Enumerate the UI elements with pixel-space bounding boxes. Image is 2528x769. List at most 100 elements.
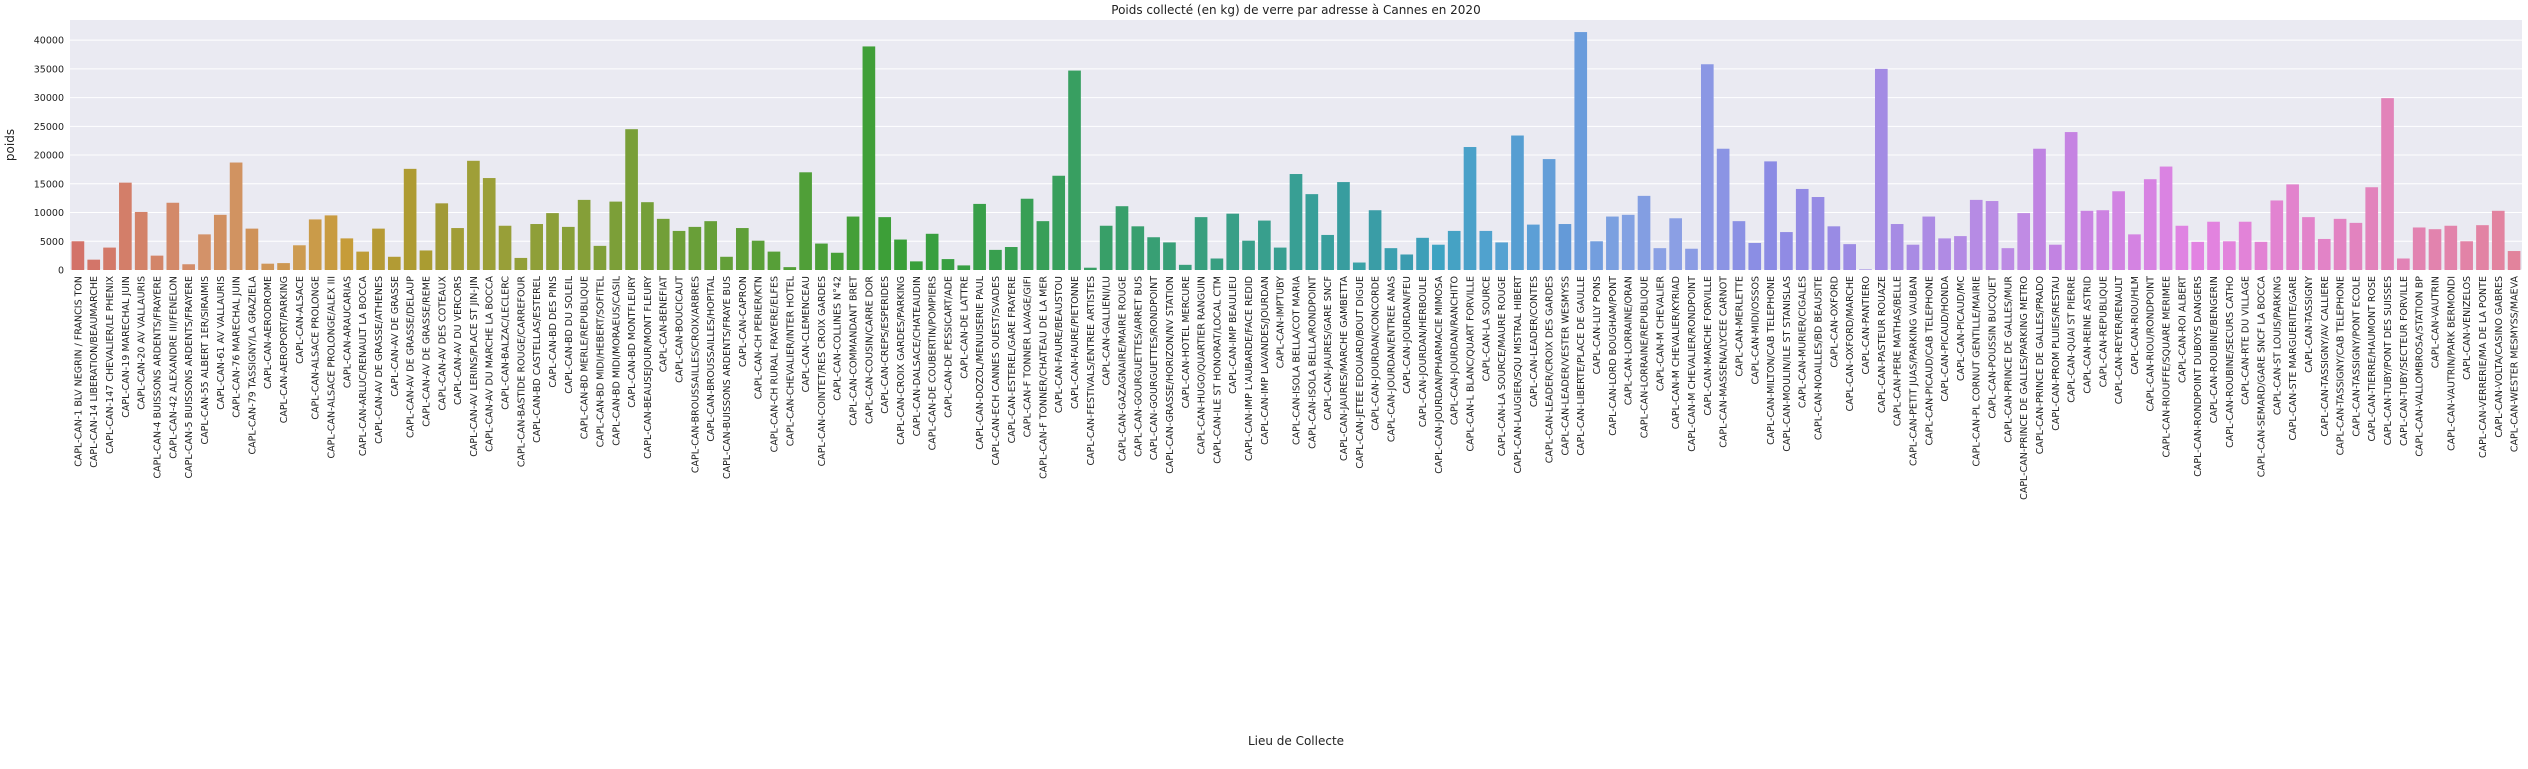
bar [830,252,844,270]
x-tick-label: CAPL-CAN-HOTEL MERCURE [1181,276,1192,408]
x-tick-label: CAPL-CAN-OXFORD [1829,276,1840,368]
bar [308,219,322,270]
x-tick-label: CAPL-CAN-LORD BOUGHAM/PONT [1608,276,1619,436]
bar [2191,241,2205,270]
bar [1606,216,1619,270]
bar [957,265,971,270]
x-tick-label: CAPL-CAN-AV DU MARCHE LA BOCCA [485,276,496,452]
x-tick-label: CAPL-CAN-JOURDAN/RANCHITO [1450,276,1461,425]
bar [593,245,607,270]
bar [609,201,623,270]
bar [641,202,654,270]
bar [2143,179,2157,270]
x-tick-label: CAPL-CAN-76 MARECHAL JUIN [232,276,243,418]
x-tick-label: CAPL-CAN-BD CASTELLAS/ESTEREL [532,275,543,443]
x-tick-label: CAPL-CAN-TASSIGNY [2304,276,2315,373]
bar [1526,224,1540,270]
bar [387,256,401,270]
x-tick-label: CAPL-CAN-TASSIGNY/AV CALLIERE [2320,276,2331,437]
bar [925,233,939,270]
x-tick-label: CAPL-CAN-AEROPORT/PARKING [279,276,290,423]
bar [1859,269,1872,270]
bar [1084,267,1097,270]
x-tick-label: CAPL-CAN-LA SOURCE [1481,276,1492,381]
bar [1590,241,1603,270]
bar [2460,241,2473,270]
bar [1305,194,1319,270]
bar [2365,187,2379,270]
x-tick-label: CAPL-CAN-MILTON/CAB TELEPHONE [1766,276,1777,445]
bar [1337,182,1350,270]
bar [910,261,923,270]
bar [1258,220,1271,270]
x-tick-label: CAPL-CAN-MOULIN/ILE ST STANISLAS [1782,276,1793,452]
x-tick-label: CAPL-CAN-GOURGUETTES/RONDPOINT [1149,276,1160,460]
bar [1432,244,1445,270]
x-tick-label: CAPL-CAN-ARAUCARIAS [342,276,353,388]
bar [213,214,227,270]
x-tick-label: CAPL-CAN-IMP L'AUBARDE/FACE REDID [1244,276,1255,461]
x-tick-label: CAPL-CAN-AV LERINS/PLACE ST JIN-JIN [469,276,480,457]
x-tick-label: CAPL-CAN-JAURES/MARCHE GAMBETTA [1339,276,1350,461]
bar [87,259,101,270]
bar [894,239,907,270]
bar [878,217,892,270]
bar [2349,222,2363,270]
bar [1321,234,1334,270]
x-tick-label: CAPL-CAN-M CHEVALIER [1655,276,1666,392]
bar [229,162,243,270]
bar [150,255,164,270]
x-tick-label: CAPL-CAN-BASTIDE ROUGE/CARREFOUR [516,276,527,468]
x-tick-label: CAPL-CAN-ILE ST HONORAT/LOCAL CTM [1212,276,1223,464]
x-tick-label: CAPL-CAN-BD DU SOLEIL [564,275,575,393]
bar [356,251,369,270]
x-tick-label: CAPL-CAN-MARCHE FORVILLE [1703,276,1714,416]
bar [403,168,417,270]
bar [1368,210,1382,270]
bar [1147,237,1160,270]
x-tick-label: CAPL-CAN-LA SOURCE/MAURE ROUGE [1497,276,1508,456]
bar [514,257,528,270]
x-tick-label: CAPL-CAN-NOAILLES/BD BEAUSITE [1814,276,1825,440]
y-tick-label: 0 [58,266,64,277]
bar [799,172,812,270]
bar [1400,254,1414,270]
x-tick-label: CAPL-CAN-L BLANC/QUART FORVILLE [1466,276,1477,451]
x-tick-label: CAPL-CAN-JETEE EDOUARD/BOUT DIGUE [1355,276,1366,469]
bar [119,182,132,270]
x-tick-label: CAPL-CAN-CREPS/ESPERIDES [880,276,891,414]
x-tick-label: CAPL-CAN-VOLTA/CASINO GABRES [2494,276,2505,438]
x-tick-label: CAPL-CAN-F TONNER LAVAGE/GIFI [1023,276,1034,437]
y-tick-label: 30000 [34,93,64,104]
y-tick-label: 15000 [34,179,64,190]
x-tick-label: CAPL-CAN-COMMANDANT BRET [849,276,860,426]
x-tick-label: CAPL-CAN-F TONNER/CHATEAU DE LA MER [1038,276,1049,479]
x-tick-label: CAPL-CAN-PICAUD/MC [1956,276,1967,381]
bar [656,218,670,270]
bar [1020,198,1034,270]
bar [2001,248,2015,270]
bar [1827,226,1841,270]
x-tick-label: CAPL-CAN-M CHEVALIER/RONDPOINT [1687,276,1698,452]
bar [1226,213,1240,270]
y-tick-label: 5000 [40,237,64,248]
x-tick-label: CAPL-CAN-LEADER/CONTES [1529,276,1540,407]
x-tick-label: CAPL-CAN-ALSACE [295,276,306,364]
bar [1463,147,1477,270]
bar [989,249,1002,270]
bar [340,238,354,270]
bar [2444,225,2458,270]
bar [1653,248,1667,270]
x-tick-label: CAPL-CAN-ST LOUIS/PARKING [2272,276,2283,415]
x-tick-label: CAPL-CAN-ISOLA BELLA/COT MARIA [1292,276,1303,445]
bar [561,226,575,270]
bar [1416,237,1429,270]
bar [1874,68,1888,270]
x-tick-label: CAPL-CAN-SEMARD/GARE SNCF LA BOCCA [2256,276,2267,478]
x-tick-label: CAPL-CAN-OXFORD/MARCHE [1845,276,1856,411]
bar [1843,244,1857,270]
bar [324,215,338,270]
bar [546,213,559,270]
bar [1479,230,1493,270]
